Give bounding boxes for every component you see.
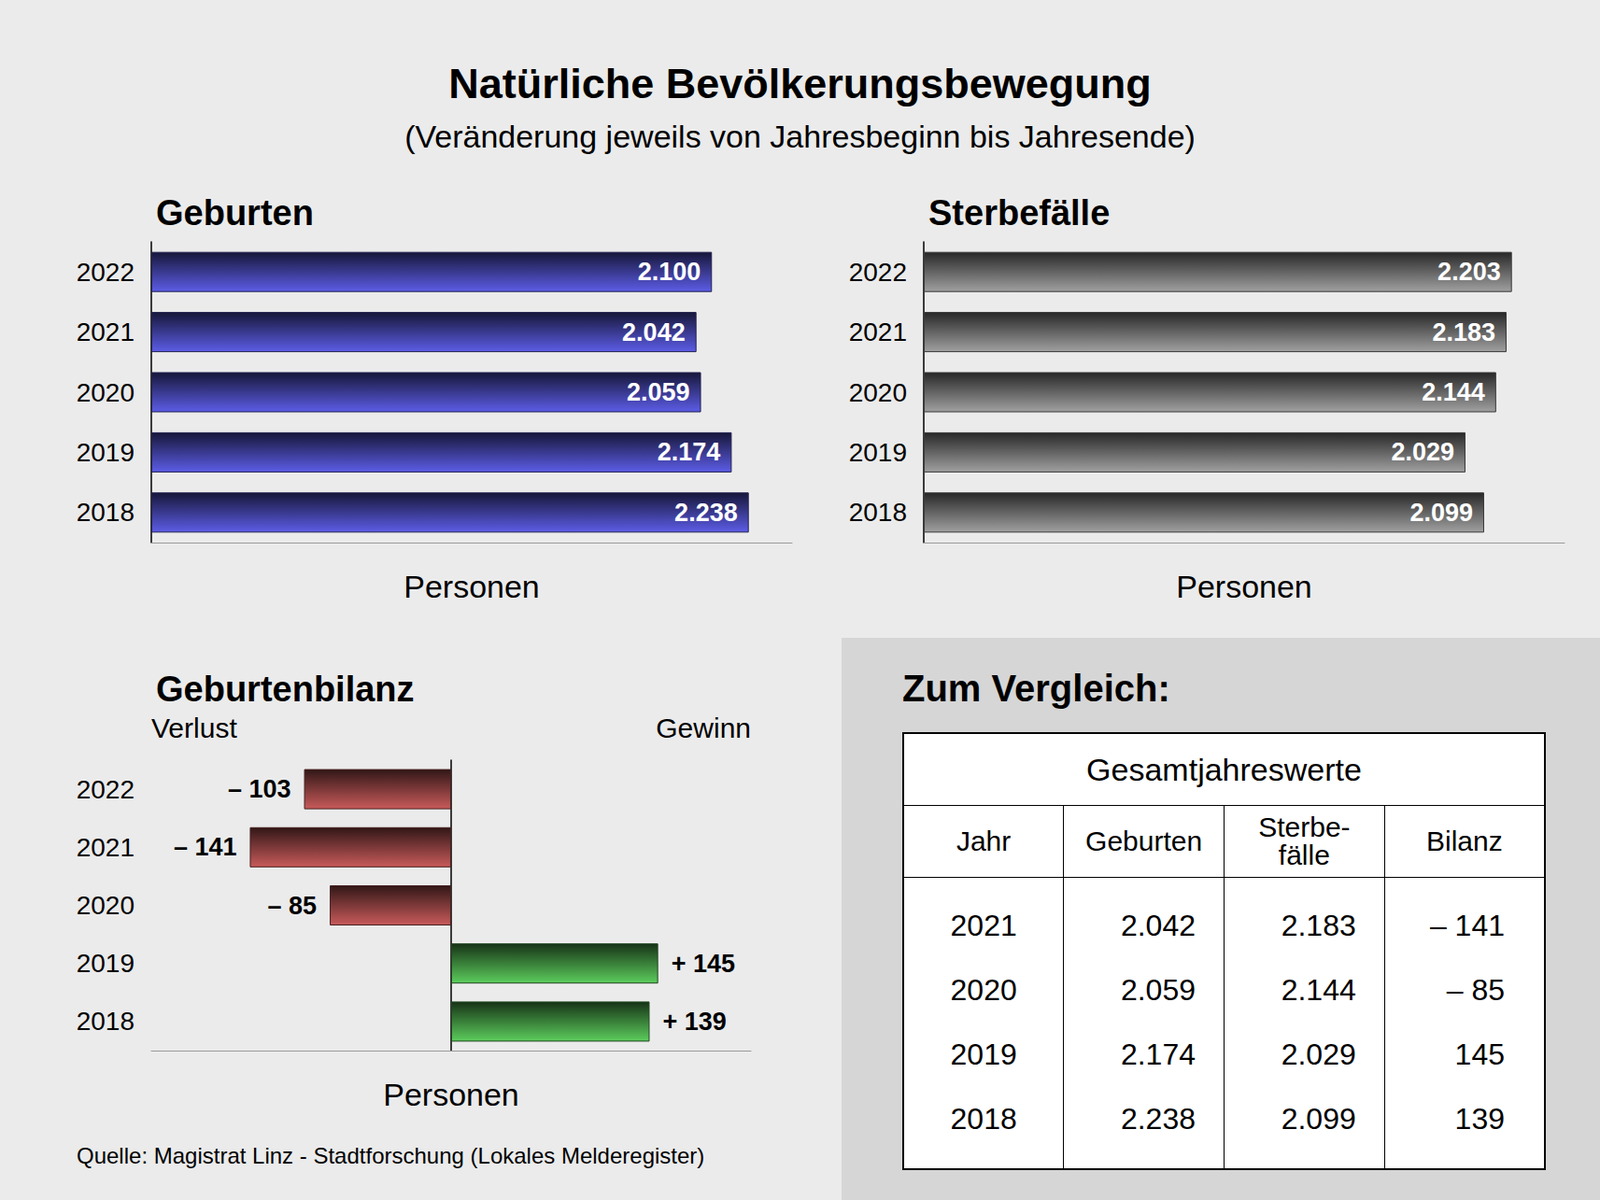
html-text:139: 139 (1454, 1102, 1505, 1136)
html-text:2021: 2021 (950, 908, 1017, 943)
svg-text:2018: 2018 (76, 1006, 135, 1036)
html-text:2.059: 2.059 (1120, 973, 1196, 1007)
html-text:Geburten: Geburten (1085, 825, 1203, 857)
html-text:2020: 2020 (950, 973, 1017, 1007)
svg-text:Geburten: Geburten (155, 193, 314, 233)
html-text:Bilanz: Bilanz (1426, 825, 1503, 857)
svg-text:2022: 2022 (76, 257, 135, 287)
svg-text:2019: 2019 (849, 438, 907, 468)
html-text:2.238: 2.238 (1120, 1102, 1196, 1136)
svg-text:2022: 2022 (849, 257, 907, 287)
svg-text:Personen: Personen (403, 568, 540, 605)
svg-text:2.100: 2.100 (637, 257, 702, 286)
html-text:145: 145 (1454, 1037, 1505, 1072)
svg-text:2.059: 2.059 (626, 378, 691, 407)
svg-text:2019: 2019 (76, 438, 135, 468)
svg-text:2021: 2021 (849, 317, 907, 347)
svg-text:– 103: – 103 (227, 775, 292, 804)
svg-text:2.203: 2.203 (1437, 257, 1501, 286)
svg-text:Sterbefälle: Sterbefälle (928, 193, 1110, 233)
svg-text:2019: 2019 (76, 948, 135, 978)
html-text:2.174: 2.174 (1120, 1037, 1196, 1072)
html-text:2.042: 2.042 (1120, 908, 1196, 943)
svg-text:– 141: – 141 (173, 833, 238, 862)
html-text:Zum Vergleich:: Zum Vergleich: (902, 667, 1171, 709)
html-text:2018: 2018 (950, 1102, 1017, 1136)
svg-text:2018: 2018 (849, 497, 907, 527)
svg-text:2.099: 2.099 (1409, 498, 1473, 527)
svg-text:2.238: 2.238 (674, 498, 738, 527)
html-text:Sterbe- fälle: Sterbe- fälle (1258, 811, 1351, 871)
svg-text:Personen: Personen (1175, 568, 1313, 605)
svg-text:2018: 2018 (76, 497, 135, 527)
html-text:2.183: 2.183 (1281, 908, 1357, 943)
svg-text:– 85: – 85 (268, 892, 318, 921)
svg-text:2.042: 2.042 (622, 318, 686, 347)
html-text:– 141: – 141 (1429, 908, 1505, 943)
svg-text:2022: 2022 (76, 775, 135, 805)
html-text:– 85: – 85 (1446, 973, 1505, 1007)
svg-text:2.029: 2.029 (1390, 438, 1455, 467)
svg-text:2.183: 2.183 (1431, 318, 1496, 347)
svg-text:Gewinn: Gewinn (655, 712, 751, 744)
svg-text:Verlust: Verlust (151, 712, 238, 744)
html-text:Jahr: Jahr (956, 825, 1011, 857)
html-text:Gesamtjahreswerte: Gesamtjahreswerte (1086, 751, 1362, 788)
html-text:(Veränderung jeweils von Jahre: (Veränderung jeweils von Jahresbeginn bi… (404, 118, 1196, 155)
html-text:2.144: 2.144 (1281, 973, 1357, 1007)
svg-text:2021: 2021 (76, 317, 135, 347)
svg-text:Personen: Personen (382, 1076, 520, 1113)
svg-text:2.174: 2.174 (657, 438, 722, 467)
svg-text:2020: 2020 (849, 378, 907, 408)
html-text:Quelle: Magistrat Linz - Stadt: Quelle: Magistrat Linz - Stadtforschung … (76, 1143, 705, 1169)
svg-text:+ 145: + 145 (671, 949, 736, 978)
svg-text:2021: 2021 (76, 833, 135, 863)
svg-text:2.144: 2.144 (1421, 378, 1486, 407)
svg-text:Geburtenbilanz: Geburtenbilanz (155, 669, 415, 709)
html-text:2019: 2019 (950, 1037, 1017, 1072)
svg-text:+ 139: + 139 (662, 1007, 726, 1036)
html-text:2.099: 2.099 (1281, 1102, 1357, 1136)
svg-text:2020: 2020 (76, 891, 135, 921)
html-text:2.029: 2.029 (1281, 1037, 1357, 1072)
svg-text:2020: 2020 (76, 378, 135, 408)
html-text:Natürliche Bevölkerungsbewegun: Natürliche Bevölkerungsbewegung (448, 59, 1152, 108)
